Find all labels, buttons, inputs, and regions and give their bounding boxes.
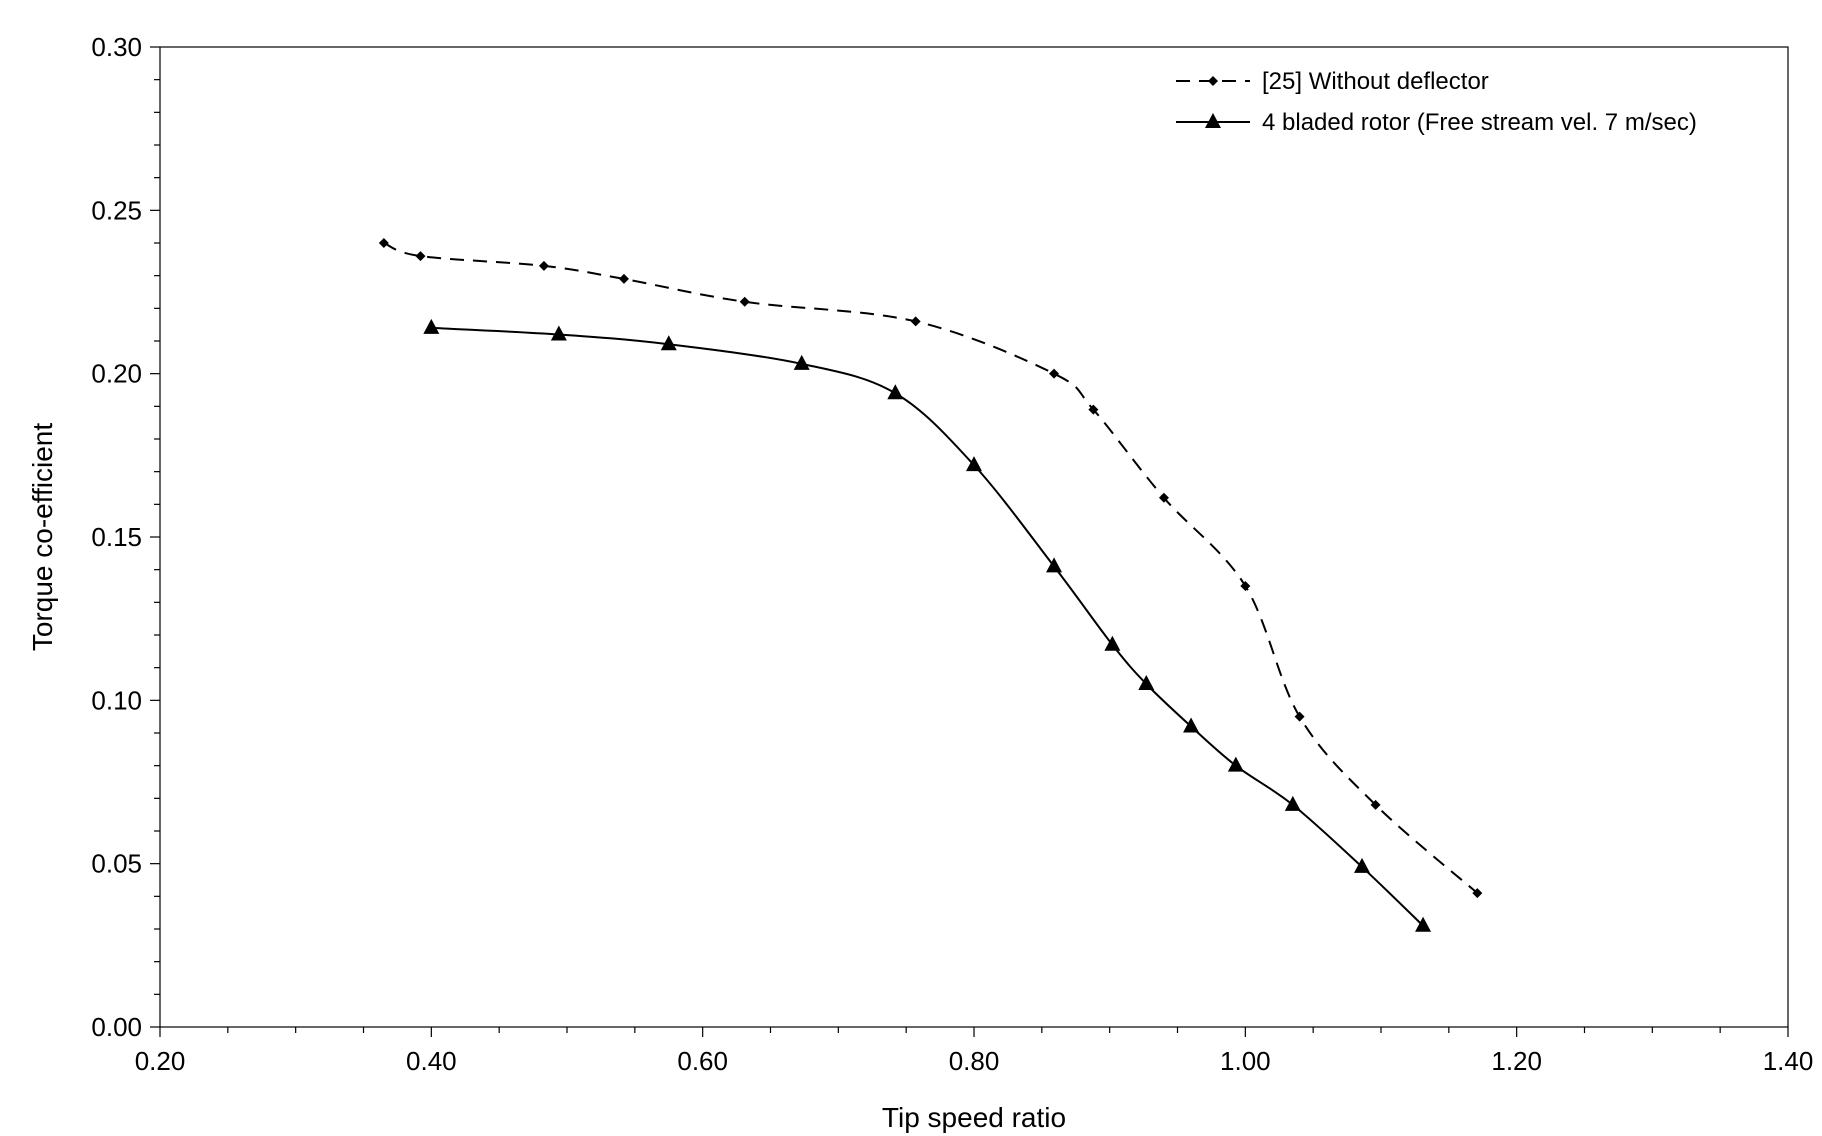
y-tick-label: 0.10 xyxy=(91,685,142,715)
y-tick-label: 0.15 xyxy=(91,522,142,552)
x-tick-label: 1.20 xyxy=(1491,1046,1542,1076)
data-point-diamond xyxy=(538,260,549,271)
y-tick-label: 0.25 xyxy=(91,195,142,225)
data-point-diamond xyxy=(415,251,426,262)
x-tick-label: 0.80 xyxy=(949,1046,1000,1076)
plot-area xyxy=(159,46,1789,1028)
data-point-triangle xyxy=(660,335,677,351)
data-point-diamond xyxy=(739,296,750,307)
data-point-triangle xyxy=(1046,557,1063,573)
data-point-diamond xyxy=(1472,888,1483,899)
data-point-triangle xyxy=(793,354,810,370)
data-point-diamond xyxy=(910,316,921,327)
data-point-triangle xyxy=(550,325,567,341)
y-tick-label: 0.00 xyxy=(91,1012,142,1042)
y-tick-label: 0.05 xyxy=(91,849,142,879)
y-axis: 0.00 0.05 0.10 0.15 0.20 0.25 0.30 xyxy=(91,32,160,1042)
data-point-diamond xyxy=(618,273,629,284)
data-point-diamond xyxy=(1088,404,1099,415)
data-point-diamond xyxy=(1158,492,1169,503)
x-tick-label: 0.40 xyxy=(406,1046,457,1076)
legend-label-4-bladed-rotor: 4 bladed rotor (Free stream vel. 7 m/sec… xyxy=(1262,109,1697,136)
x-tick-label: 0.20 xyxy=(135,1046,186,1076)
y-tick-label: 0.30 xyxy=(91,32,142,62)
x-tick-label: 1.40 xyxy=(1763,1046,1814,1076)
data-point-triangle xyxy=(1284,795,1301,811)
data-point-diamond xyxy=(1049,368,1060,379)
x-axis-title: Tip speed ratio xyxy=(882,1102,1066,1133)
data-point-triangle xyxy=(1183,717,1200,733)
data-point-triangle xyxy=(423,318,440,334)
data-point-triangle xyxy=(887,384,904,400)
legend-label-without-deflector: [25] Without deflector xyxy=(1262,68,1489,95)
y-tick-label: 0.20 xyxy=(91,359,142,389)
data-point-triangle xyxy=(1227,756,1244,772)
data-point-triangle xyxy=(1138,675,1155,690)
y-axis-title: Torque co-efficient xyxy=(27,423,58,652)
x-tick-label: 1.00 xyxy=(1220,1046,1271,1076)
data-point-triangle xyxy=(966,456,982,472)
legend-marker-triangle xyxy=(1205,113,1221,128)
legend: [25] Without deflector 4 bladed rotor (F… xyxy=(1176,68,1697,136)
data-point-triangle xyxy=(1354,857,1371,873)
data-point-triangle xyxy=(1104,635,1121,651)
data-point-triangle xyxy=(1415,916,1432,932)
data-point-diamond xyxy=(1240,581,1251,591)
legend-marker-diamond xyxy=(1208,76,1218,86)
data-point-diamond xyxy=(1370,799,1381,810)
data-point-diamond xyxy=(378,238,389,248)
series-layer xyxy=(378,238,1483,932)
x-tick-label: 0.60 xyxy=(677,1046,728,1076)
data-point-diamond xyxy=(1294,711,1305,722)
x-axis: 0.20 0.40 0.60 0.80 1.00 1.20 1.40 xyxy=(135,1027,1814,1076)
